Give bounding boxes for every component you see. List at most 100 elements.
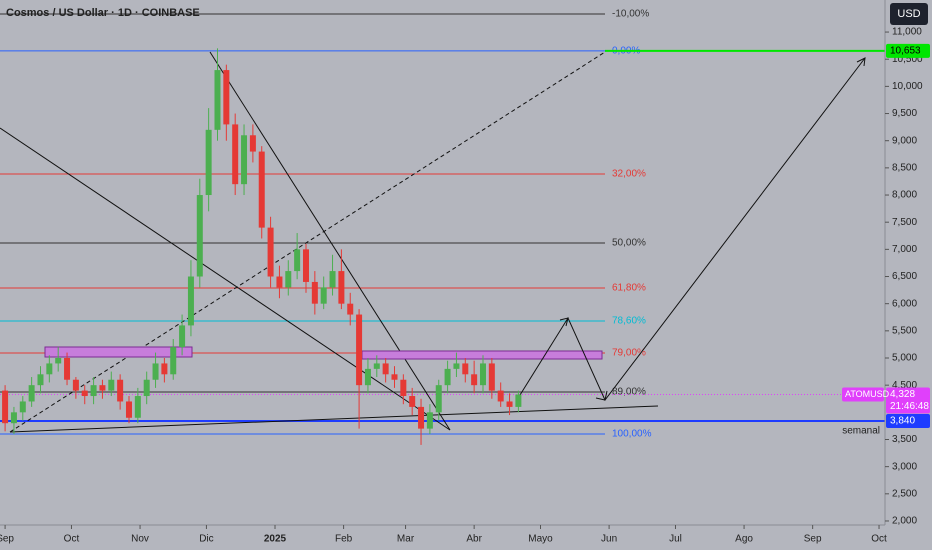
candle-body [223,70,230,125]
x-tick-label: Jul [669,534,682,545]
zone [44,346,193,358]
x-tick-label: Ago [735,534,753,545]
candle-body [249,135,256,152]
y-tick-label: 3,500 [892,434,917,445]
candle-body [10,412,17,424]
candle-body [108,379,115,391]
candle-body [241,135,248,185]
candle-body [320,287,327,304]
candle-body [444,368,451,386]
countdown: 21:46:48 [890,401,929,412]
currency[interactable]: USD [897,8,920,20]
candle-body [294,249,301,272]
candle-body [117,379,124,402]
candle-body [453,363,460,369]
candle-body [143,379,150,397]
candle-body [187,276,194,326]
fib-label: 78,60% [612,316,646,327]
candle-body [205,129,212,196]
y-tick-label: 7,000 [892,244,917,255]
fib-label: 79,00% [612,348,646,359]
candle-body [2,390,9,424]
y-tick-label: 2,000 [892,516,917,527]
y-tick-label: 9,000 [892,135,917,146]
candle-body [90,385,97,397]
trend-line [0,127,451,431]
price-tag [886,414,930,429]
candle-body [391,374,398,380]
zone [361,350,603,360]
fib-label: 50,00% [612,238,646,249]
candle-body [435,385,442,413]
candle-body [258,151,265,228]
candle-body [170,347,177,375]
note: semanal [842,426,880,437]
candle-body [409,396,416,407]
candle-body [232,124,239,185]
y-tick-label: 10,000 [892,81,923,92]
candle-body [125,401,132,418]
candle-body [196,195,203,277]
candle-body [488,363,495,391]
candle-body [515,394,522,407]
candle-body [276,276,283,288]
trend-line [9,405,659,433]
y-tick-label: 8,500 [892,163,917,174]
candle-body [99,385,106,391]
fib-label: 89,00% [612,387,646,398]
candle-body [55,358,62,364]
trend-line [209,51,451,431]
currency-button[interactable] [890,3,928,25]
candle-body [497,390,504,402]
price-tag-label: 4,328 [890,389,915,400]
candle-body [462,363,469,375]
candle-body [152,363,159,380]
x-tick-label: Oct [64,534,80,545]
candle-body [373,363,380,369]
candle-body [311,281,318,304]
candle-body [46,363,53,375]
fib-label: -10,00% [612,9,649,20]
candle-body [214,70,221,130]
candle-body [161,363,168,375]
x-tick-label: Dic [199,534,213,545]
candle-body [81,390,88,397]
x-tick-label: Sep [0,534,14,545]
symbol-tag [842,387,884,402]
y-tick-label: 11,000 [892,27,922,38]
candle-body [364,368,371,386]
candle-body [179,325,186,348]
x-tick-label: 2025 [264,534,287,545]
candle-body [347,303,354,315]
y-tick-label: 4,500 [892,380,917,391]
price-tag-label: 10,653 [890,46,921,57]
x-tick-label: Mar [397,534,415,545]
x-tick-label: Mayo [528,534,553,545]
candle-body [329,271,336,288]
y-tick-label: 6,500 [892,271,917,282]
x-tick-label: Feb [335,534,353,545]
candle-body [28,385,35,402]
x-tick-label: Oct [871,534,887,545]
x-tick-label: Nov [131,534,149,545]
y-tick-label: 2,500 [892,488,917,499]
x-tick-label: Abr [466,534,482,545]
projection-path [519,57,866,401]
y-tick-label: 5,000 [892,353,917,364]
chart-title: Cosmos / US Dollar · 1D · COINBASE [6,7,200,19]
candle-body [338,271,345,304]
candle-body [267,227,274,277]
y-tick-label: 7,500 [892,217,917,228]
y-tick-label: 6,000 [892,298,917,309]
y-tick-label: 8,000 [892,190,917,201]
fib-label: 32,00% [612,169,646,180]
candle-body [302,249,309,282]
candle-body [382,363,389,375]
fib-label: 61,80% [612,283,646,294]
candle-body [418,406,425,429]
candle-body [471,374,478,386]
y-tick-label: 3,000 [892,461,917,472]
candle-body [479,363,486,386]
fib-label: 100,00% [612,429,652,440]
